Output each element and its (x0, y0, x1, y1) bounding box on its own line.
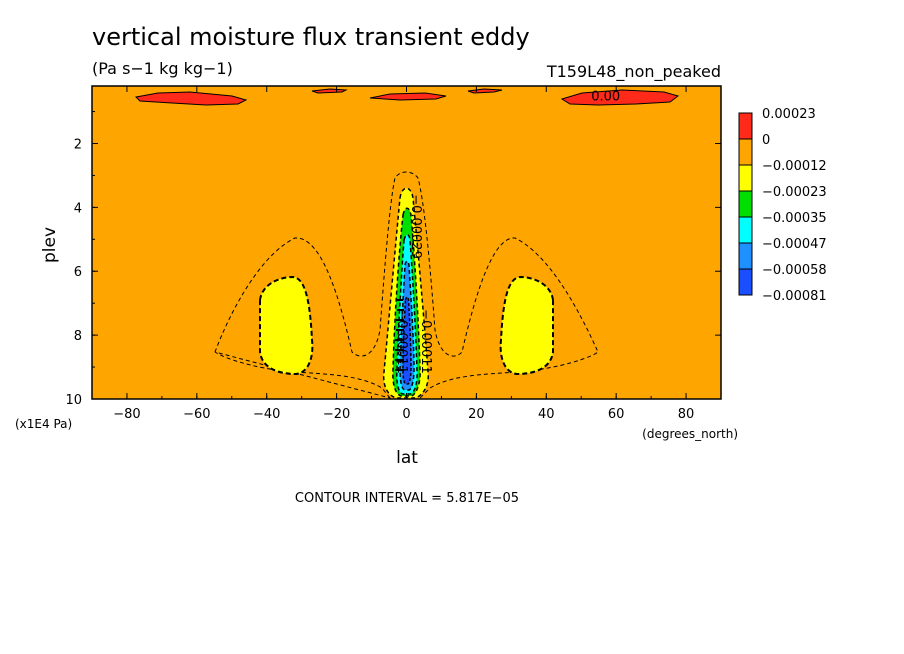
contour-label: −0.00011 (418, 309, 433, 374)
x-axis-label: lat (396, 448, 418, 468)
colorbar-level-label: 0 (762, 133, 770, 148)
colorbar-swatch (738, 268, 753, 296)
y-tick-label: 6 (74, 265, 82, 280)
chart-units: (Pa s−1 kg kg−1) (92, 59, 233, 78)
x-tick-label: 80 (678, 407, 695, 422)
x-tick-label: 60 (608, 407, 625, 422)
contour-label: −0.00011 (394, 309, 409, 374)
contour-label: −0.00029 (408, 194, 423, 259)
x-tick-label: −80 (113, 407, 140, 422)
colorbar-level-label: −0.00012 (762, 159, 827, 174)
colorbar-level-label: −0.00081 (762, 289, 827, 304)
x-tick-label: 20 (468, 407, 485, 422)
y-axis: 2 4 6 8 10 (65, 111, 721, 408)
positive-region-sh (134, 91, 248, 106)
colorbar-swatch (738, 242, 753, 270)
contour-outer (214, 171, 599, 399)
x-axis: −80 −60 −40 −20 0 20 40 60 80 (91, 86, 722, 422)
negative-region-sh (259, 275, 314, 376)
colorbar-level-label: 0.00023 (762, 107, 816, 122)
plot-area: 0.00 −0.00029 −0.00011 −0.00011 (92, 86, 721, 399)
y-axis-label: plev (40, 227, 60, 263)
y-tick-label: 8 (74, 329, 82, 344)
colorbar-level-label: −0.00035 (762, 211, 827, 226)
eq-band-darkblue (402, 296, 412, 385)
contour-label: 0.00 (591, 89, 620, 104)
colorbar-swatch (738, 190, 753, 218)
colorbar-swatch (738, 138, 753, 166)
colorbar-level-label: −0.00047 (762, 237, 827, 252)
y-axis-units: (x1E4 Pa) (15, 417, 72, 431)
x-axis-units: (degrees_north) (642, 427, 738, 441)
positive-region-eq (369, 92, 447, 101)
positive-region-sh2 (311, 88, 348, 94)
contour-labels: 0.00 −0.00029 −0.00011 −0.00011 (394, 89, 620, 373)
chart-title: vertical moisture flux transient eddy (92, 23, 530, 51)
x-tick-label: 40 (538, 407, 555, 422)
colorbar-level-label: −0.00023 (762, 185, 827, 200)
colorbar-swatch (738, 216, 753, 244)
colorbar: 0.00023 0 −0.00012 −0.00023 −0.00035 −0.00047… (738, 107, 827, 304)
positive-region-nh (560, 89, 680, 106)
colorbar-level-label: −0.00058 (762, 263, 827, 278)
y-tick-label: 10 (65, 393, 82, 408)
contour-interval-note: CONTOUR INTERVAL = 5.817E−05 (295, 491, 519, 506)
y-tick-label: 4 (74, 201, 82, 216)
x-tick-label: −40 (253, 407, 280, 422)
negative-region-nh (499, 275, 554, 376)
run-label: T159L48_non_peaked (546, 62, 721, 82)
core-contour-ticks (395, 299, 404, 371)
y-tick-label: 2 (74, 137, 82, 152)
x-tick-label: −60 (183, 407, 210, 422)
colorbar-swatch (738, 112, 753, 140)
x-tick-label: 0 (402, 407, 410, 422)
x-tick-label: −20 (323, 407, 350, 422)
colorbar-swatch (738, 164, 753, 192)
